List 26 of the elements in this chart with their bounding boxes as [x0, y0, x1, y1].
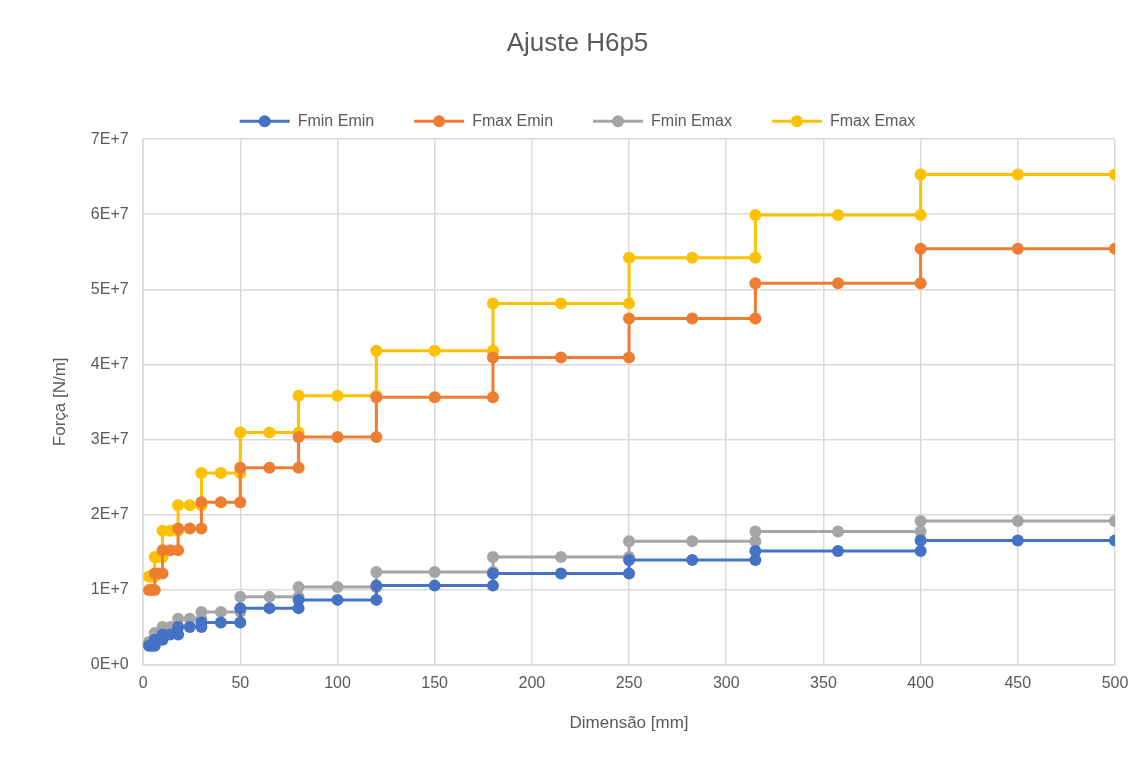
y-tick-label: 1E+7 [86, 579, 134, 597]
chart-title: Ajuste H6p5 [506, 26, 649, 57]
y-tick-label: 5E+7 [86, 279, 134, 297]
y-tick-label: 0E+0 [86, 654, 134, 672]
x-tick-label: 300 [708, 674, 745, 692]
x-tick-label: 200 [514, 674, 550, 692]
x-tick-label: 400 [902, 674, 939, 692]
y-tick-label: 4E+7 [86, 354, 134, 372]
legend-label: Fmin Emax [651, 111, 732, 129]
legend-label: Fmax Emin [472, 111, 554, 129]
y-axis-title: Força [N/m] [49, 357, 69, 447]
x-tick-label: 350 [805, 674, 842, 692]
legend-label: Fmin Emin [297, 111, 375, 129]
y-tick-label: 6E+7 [86, 204, 134, 222]
x-tick-label: 150 [416, 674, 453, 692]
x-tick-label: 450 [1000, 674, 1036, 692]
y-tick-label: 3E+7 [86, 429, 134, 447]
x-tick-label: 500 [1097, 674, 1133, 692]
x-tick-label: 100 [319, 674, 356, 692]
x-tick-label: 250 [611, 674, 647, 692]
x-tick-label: 50 [226, 674, 254, 692]
x-axis-title: Dimensão [mm] [569, 713, 689, 733]
y-tick-label: 2E+7 [86, 504, 134, 522]
legend-label: Fmax Emax [829, 111, 916, 129]
y-tick-label: 7E+7 [86, 129, 134, 147]
x-tick-label: 0 [134, 674, 152, 692]
